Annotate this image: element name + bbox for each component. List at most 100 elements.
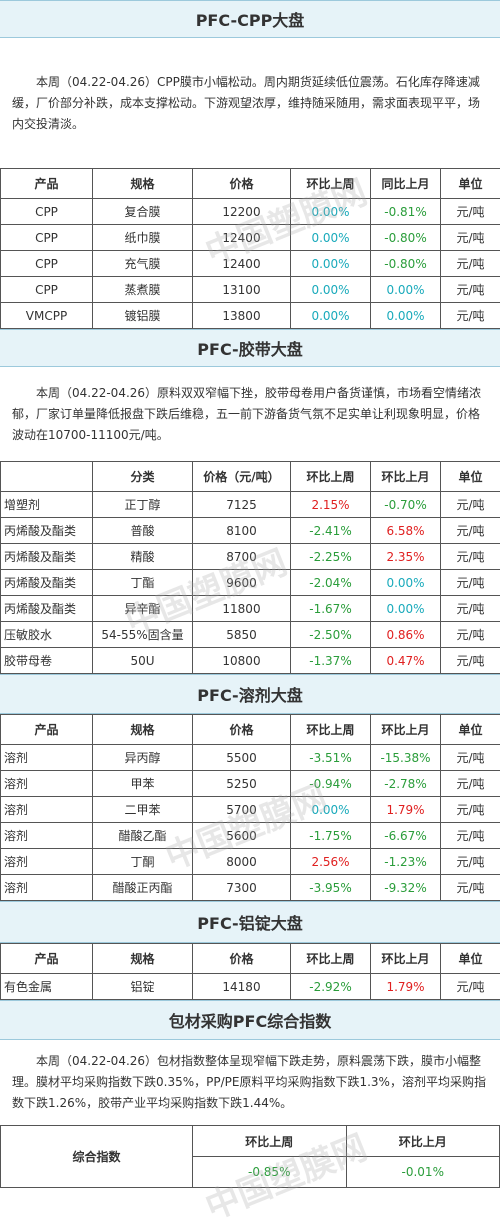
cell: 丙烯酸及酯类 bbox=[1, 544, 93, 570]
section-title: PFC-铝锭大盘 bbox=[0, 901, 500, 943]
cell: 充气膜 bbox=[93, 251, 193, 277]
cell: 8100 bbox=[193, 518, 291, 544]
cell: 镀铝膜 bbox=[93, 303, 193, 329]
cell: -2.04% bbox=[291, 570, 371, 596]
cell: -3.51% bbox=[291, 745, 371, 771]
header-cell: 价格 bbox=[193, 169, 291, 199]
cell: -0.81% bbox=[371, 199, 441, 225]
cell: -9.32% bbox=[371, 875, 441, 901]
cell: CPP bbox=[1, 277, 93, 303]
cell: 溶剂 bbox=[1, 745, 93, 771]
cell: 2.56% bbox=[291, 849, 371, 875]
cell: -1.67% bbox=[291, 596, 371, 622]
cell: 0.00% bbox=[291, 225, 371, 251]
header-cell: 环比上月 bbox=[371, 462, 441, 492]
cell: 二甲苯 bbox=[93, 797, 193, 823]
cell: 0.86% bbox=[371, 622, 441, 648]
cell: 元/吨 bbox=[441, 974, 500, 1000]
cell: 5500 bbox=[193, 745, 291, 771]
cell: 0.00% bbox=[291, 797, 371, 823]
header-cell: 单位 bbox=[441, 944, 500, 974]
cell: -15.38% bbox=[371, 745, 441, 771]
header-cell bbox=[1, 462, 93, 492]
cell: 丁酮 bbox=[93, 849, 193, 875]
header-cell: 环比上月 bbox=[371, 715, 441, 745]
cell: 2.35% bbox=[371, 544, 441, 570]
cell: -0.94% bbox=[291, 771, 371, 797]
cell: 异丙醇 bbox=[93, 745, 193, 771]
cell: 纸巾膜 bbox=[93, 225, 193, 251]
header-cell: 规格 bbox=[93, 169, 193, 199]
cell: 5850 bbox=[193, 622, 291, 648]
paragraph: 本周（04.22-04.26）CPP膜市小幅松动。周内期货延续低位震荡。石化库存… bbox=[0, 38, 500, 168]
cell: 元/吨 bbox=[441, 797, 500, 823]
cell: CPP bbox=[1, 199, 93, 225]
paragraph: 本周（04.22-04.26）原料双双窄幅下挫，胶带母卷用户备货谨慎，市场看空情… bbox=[0, 367, 500, 461]
cell: 10800 bbox=[193, 648, 291, 674]
header-row: 产品规格价格环比上周环比上月单位 bbox=[1, 715, 500, 745]
cell: -0.80% bbox=[371, 225, 441, 251]
header-cell: 同比上月 bbox=[371, 169, 441, 199]
index-label: 综合指数 bbox=[1, 1126, 193, 1188]
section-title: PFC-胶带大盘 bbox=[0, 329, 500, 367]
header-cell: 单位 bbox=[441, 169, 500, 199]
header-cell: 环比上周 bbox=[291, 462, 371, 492]
cell: 溶剂 bbox=[1, 823, 93, 849]
cell: 7125 bbox=[193, 492, 291, 518]
cell: 元/吨 bbox=[441, 199, 500, 225]
cell: 5700 bbox=[193, 797, 291, 823]
header-cell: 产品 bbox=[1, 169, 93, 199]
cell: 有色金属 bbox=[1, 974, 93, 1000]
header-cell: 环比上周 bbox=[291, 169, 371, 199]
cell: 0.00% bbox=[291, 277, 371, 303]
cell: 复合膜 bbox=[93, 199, 193, 225]
cell: CPP bbox=[1, 225, 93, 251]
header-cell: 环比上周 bbox=[193, 1126, 347, 1157]
header-row: 产品规格价格环比上周环比上月单位 bbox=[1, 944, 500, 974]
cell: 压敏胶水 bbox=[1, 622, 93, 648]
cell: 正丁醇 bbox=[93, 492, 193, 518]
header-cell: 单位 bbox=[441, 462, 500, 492]
cell: 元/吨 bbox=[441, 745, 500, 771]
cell: 精酸 bbox=[93, 544, 193, 570]
cell: 12400 bbox=[193, 225, 291, 251]
cell: -2.41% bbox=[291, 518, 371, 544]
cell: 13100 bbox=[193, 277, 291, 303]
value-cell: -0.01% bbox=[346, 1157, 500, 1188]
cell: 甲苯 bbox=[93, 771, 193, 797]
cell: 8000 bbox=[193, 849, 291, 875]
header-cell: 产品 bbox=[1, 944, 93, 974]
cell: 铝锭 bbox=[93, 974, 193, 1000]
cell: 0.00% bbox=[291, 303, 371, 329]
cell: 元/吨 bbox=[441, 875, 500, 901]
header-cell: 价格（元/吨） bbox=[193, 462, 291, 492]
cell: 普酸 bbox=[93, 518, 193, 544]
cell: -6.67% bbox=[371, 823, 441, 849]
page: PFC-CPP大盘本周（04.22-04.26）CPP膜市小幅松动。周内期货延续… bbox=[0, 0, 500, 1188]
cell: 元/吨 bbox=[441, 648, 500, 674]
cell: 元/吨 bbox=[441, 251, 500, 277]
cell: 1.79% bbox=[371, 974, 441, 1000]
cell: 8700 bbox=[193, 544, 291, 570]
cell: 0.00% bbox=[291, 199, 371, 225]
cell: 蒸煮膜 bbox=[93, 277, 193, 303]
cell: 胶带母卷 bbox=[1, 648, 93, 674]
header-cell: 规格 bbox=[93, 944, 193, 974]
header-cell: 分类 bbox=[93, 462, 193, 492]
cell: 丙烯酸及酯类 bbox=[1, 596, 93, 622]
cell: 50U bbox=[93, 648, 193, 674]
cell: 9600 bbox=[193, 570, 291, 596]
paragraph: 本周（04.22-04.26）包材指数整体呈现窄幅下跌走势，原料震荡下跌，膜市小… bbox=[0, 1040, 500, 1125]
cell: CPP bbox=[1, 251, 93, 277]
